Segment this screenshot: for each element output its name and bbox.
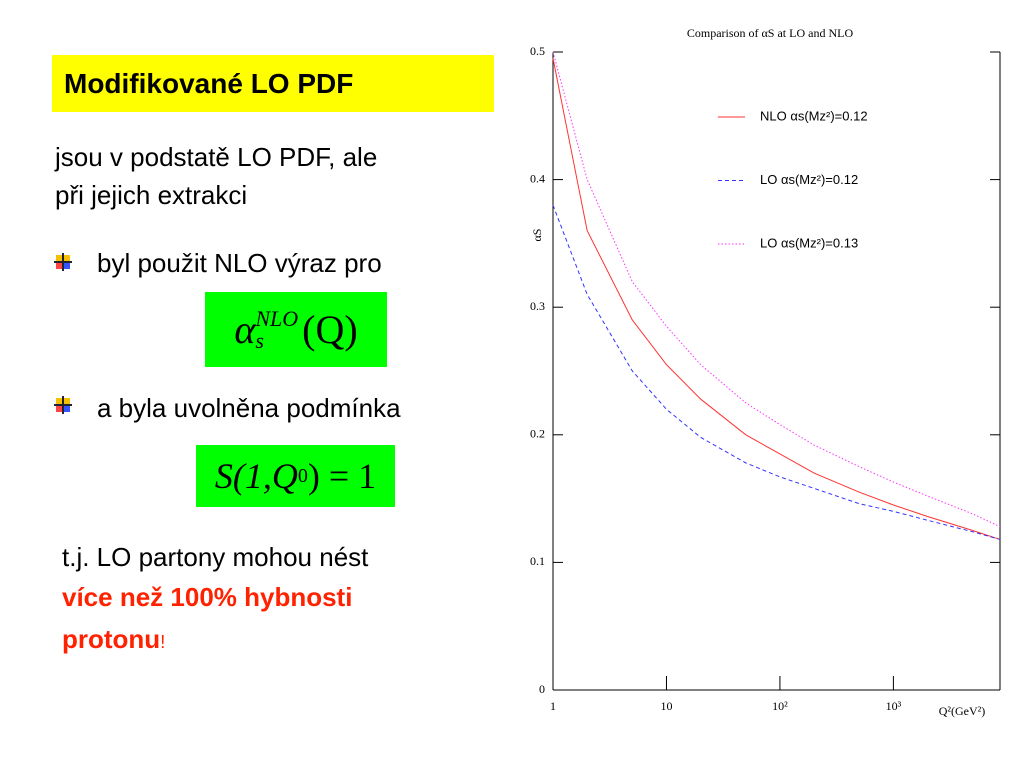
slide-title: Modifikované LO PDF <box>52 55 494 112</box>
x-axis-label: Q²(GeV²) <box>939 704 986 718</box>
y-tick-label: 0.2 <box>530 427 545 441</box>
series-line <box>552 204 1001 540</box>
bullet-text: a byla uvolněna podmínka <box>97 393 401 423</box>
y-tick-label: 0.5 <box>530 44 545 58</box>
y-tick-label: 0.1 <box>530 554 545 568</box>
formula-head: S(1,Q <box>214 456 298 496</box>
legend-label: NLO αs(Mz²)=0.12 <box>760 108 868 123</box>
formula-symbol: α <box>234 307 256 352</box>
legend-label: LO αs(Mz²)=0.12 <box>760 172 858 187</box>
x-tick-label: 1 <box>550 699 556 713</box>
y-axis-label: αS <box>530 229 544 242</box>
chart-title: Comparison of αS at LO and NLO <box>687 26 854 40</box>
y-tick-label: 0 <box>539 682 545 696</box>
formula-arg: (Q) <box>302 307 358 352</box>
note-end: ! <box>160 632 166 652</box>
y-tick-label: 0.3 <box>530 299 545 313</box>
intro-line: při jejich extrakci <box>55 180 248 210</box>
note: t.j. LO partony mohou nést <box>62 542 369 572</box>
x-tick-label: 10 <box>660 699 672 713</box>
intro-line: jsou v podstatě LO PDF, ale <box>55 142 378 172</box>
x-tick-label: 10² <box>772 699 788 713</box>
bullet-icon <box>54 253 72 271</box>
legend-label: LO αs(Mz²)=0.13 <box>760 235 858 250</box>
note-red: více než 100% hybnosti <box>62 582 353 612</box>
formula-sup: NLO <box>255 305 299 331</box>
x-tick-label: 10³ <box>886 699 902 713</box>
y-tick-label: 0.4 <box>530 171 545 185</box>
formula-tail: ) = 1 <box>307 456 377 496</box>
series-line <box>552 58 1001 540</box>
formula-sub: s <box>255 327 264 353</box>
chart: Comparison of αS at LO and NLO αS Q²(GeV… <box>530 26 1001 718</box>
formula-box: S(1,Q 0) = 1 <box>196 445 395 507</box>
bullet-text: byl použit NLO výraz pro <box>97 248 382 278</box>
formula-sub: 0 <box>297 464 308 487</box>
note-red: protonu <box>62 624 161 654</box>
bullet-icon <box>54 396 72 414</box>
formula-box: α NLO s (Q) <box>205 292 387 367</box>
